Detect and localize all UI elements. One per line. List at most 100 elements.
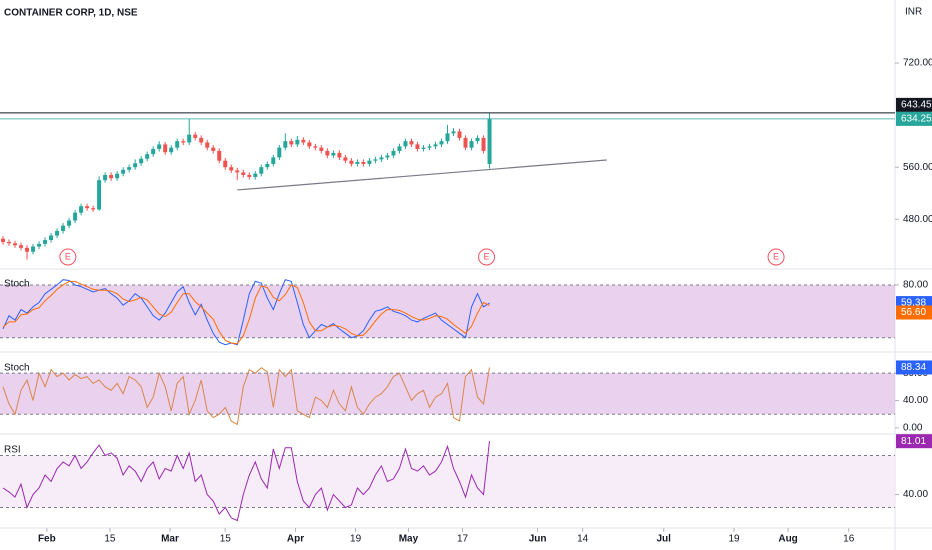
- y-tick-label: 80.00: [903, 280, 928, 291]
- candle-body: [379, 157, 384, 160]
- pane-title: Stoch: [4, 279, 30, 290]
- band-fill: [0, 455, 895, 508]
- candle-body: [259, 167, 264, 174]
- candle-body: [19, 245, 24, 248]
- candle-body: [55, 230, 60, 236]
- candle-body: [145, 154, 150, 159]
- candle-body: [325, 150, 330, 156]
- high-price-label-bg: [896, 97, 932, 112]
- candle-body: [463, 137, 468, 148]
- x-tick-label: 17: [457, 534, 469, 545]
- candle-body: [313, 146, 318, 148]
- pane-title: RSI: [4, 445, 21, 456]
- trendline: [237, 159, 607, 191]
- candle-body: [7, 241, 12, 244]
- candle-body: [349, 160, 354, 164]
- candle-body: [409, 141, 414, 145]
- candle-body: [271, 157, 276, 164]
- earnings-marker: [59, 248, 77, 266]
- x-tick-label: Feb: [38, 534, 56, 545]
- candle-body: [211, 147, 216, 151]
- candle-body: [85, 206, 90, 209]
- x-tick-label: 15: [104, 534, 116, 545]
- close-price-label-bg: [896, 111, 932, 126]
- candle-body: [193, 134, 198, 138]
- candle-body: [439, 141, 444, 145]
- candle-body: [205, 142, 210, 148]
- candle-body: [121, 169, 126, 174]
- candle-body: [169, 147, 174, 153]
- candle-body: [241, 172, 246, 175]
- candle-body: [1, 238, 6, 242]
- earnings-label: E: [773, 251, 779, 261]
- candle-body: [421, 147, 426, 149]
- candle-body: [181, 141, 186, 143]
- earnings-label: E: [65, 251, 71, 261]
- candle-body: [67, 220, 72, 226]
- candle-body: [373, 159, 378, 161]
- candle-body: [457, 131, 462, 138]
- candle-body: [481, 137, 486, 151]
- candle-body: [469, 141, 474, 148]
- candle-body: [475, 137, 480, 142]
- candle-body: [43, 240, 48, 244]
- last-value-label-bg: [896, 434, 932, 449]
- candle-body: [361, 161, 366, 164]
- y-tick-label: 0.00: [903, 423, 923, 434]
- candle-body: [235, 170, 240, 173]
- x-tick-label: Jun: [529, 534, 547, 545]
- candle-body: [115, 173, 120, 179]
- candle-body: [319, 147, 324, 151]
- candle-body: [433, 144, 438, 147]
- candle-body: [175, 141, 180, 148]
- last-value-label: 59.38: [901, 298, 926, 309]
- last-value-label: 88.34: [901, 362, 926, 373]
- candle-body: [217, 150, 222, 161]
- candle-body: [109, 174, 114, 179]
- x-tick-label: 14: [577, 534, 589, 545]
- candle-body: [265, 163, 270, 168]
- candle-body: [97, 180, 102, 210]
- candle-body: [301, 139, 306, 143]
- earnings-marker: [478, 248, 496, 266]
- last-value-label-bg: [896, 305, 932, 320]
- candle-body: [385, 155, 390, 158]
- candle-body: [37, 243, 42, 247]
- x-tick-label: 15: [220, 534, 232, 545]
- y-tick-label: 480.00: [903, 214, 932, 225]
- candle-body: [139, 158, 144, 164]
- candle-body: [91, 208, 96, 210]
- candle-body: [187, 134, 192, 143]
- candle-body: [157, 144, 162, 149]
- indicator-line: [2, 367, 490, 426]
- candle-body: [343, 157, 348, 161]
- x-tick-label: Apr: [287, 534, 304, 545]
- candle-body: [331, 152, 336, 156]
- candle-body: [229, 167, 234, 171]
- candle-body: [223, 160, 228, 168]
- candle-body: [31, 246, 36, 252]
- candle-body: [79, 206, 84, 213]
- candle-body: [283, 141, 288, 148]
- last-value-label-bg: [896, 360, 932, 375]
- candle-body: [277, 147, 282, 158]
- candle-body: [127, 167, 132, 170]
- y-tick-label: 560.00: [903, 162, 932, 173]
- earnings-marker: [767, 248, 785, 266]
- candle-body: [397, 146, 402, 151]
- candle-body: [247, 174, 252, 177]
- candle-body: [61, 225, 66, 231]
- x-tick-label: Mar: [161, 534, 179, 545]
- candle-body: [415, 144, 420, 149]
- indicator-line: [2, 441, 490, 522]
- indicator-line: [2, 279, 490, 346]
- candle-body: [73, 212, 78, 221]
- candle-body: [427, 146, 432, 148]
- candle-body: [295, 139, 300, 145]
- x-tick-label: 16: [843, 534, 855, 545]
- candle-body: [403, 141, 408, 147]
- x-tick-label: May: [399, 534, 419, 545]
- close-price-label: 634.25: [901, 114, 932, 125]
- x-tick-label: 19: [728, 534, 740, 545]
